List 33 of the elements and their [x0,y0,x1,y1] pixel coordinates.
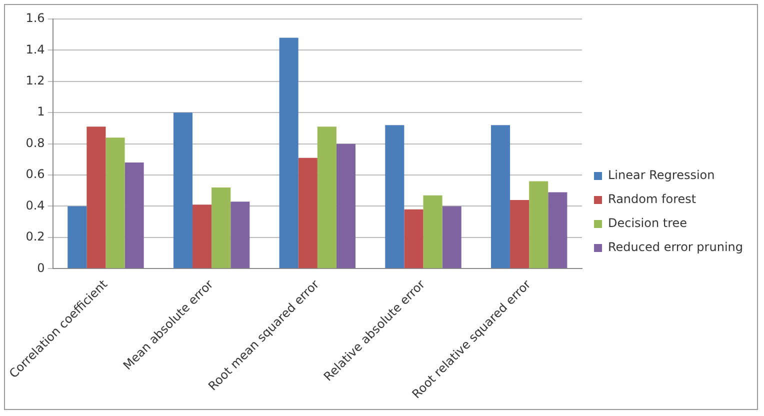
bar [192,204,212,268]
bar [490,125,510,268]
y-tick-label: 1 [37,104,45,119]
bar [212,188,231,268]
legend-label: Reduced error pruning [608,240,743,254]
y-tick-label: 1.4 [26,42,45,56]
y-tick-label: 0.4 [26,198,45,212]
bar [336,144,356,268]
y-tick-label: 1.6 [26,11,45,26]
bar [230,202,250,268]
bar [442,206,462,268]
y-tick-label: 0.6 [26,167,45,182]
bar [106,138,125,268]
y-tick-label: 1.2 [26,74,45,88]
bar [548,192,568,268]
legend-label: Random forest [608,192,696,206]
bar [173,112,193,268]
bar [279,38,298,268]
bar [404,209,424,268]
y-tick-label: 0.8 [26,136,45,150]
bar [317,126,336,268]
bar [385,125,404,268]
bar [86,126,106,268]
y-tick-label: 0.2 [26,230,45,244]
bar [423,195,442,268]
y-tick-label: 0 [37,260,45,275]
bar [124,162,144,268]
bar [68,206,87,268]
bar [510,200,530,268]
bar [529,181,548,268]
bar [298,158,318,268]
legend-label: Linear Regression [608,168,715,182]
legend-label: Decision tree [608,216,688,230]
